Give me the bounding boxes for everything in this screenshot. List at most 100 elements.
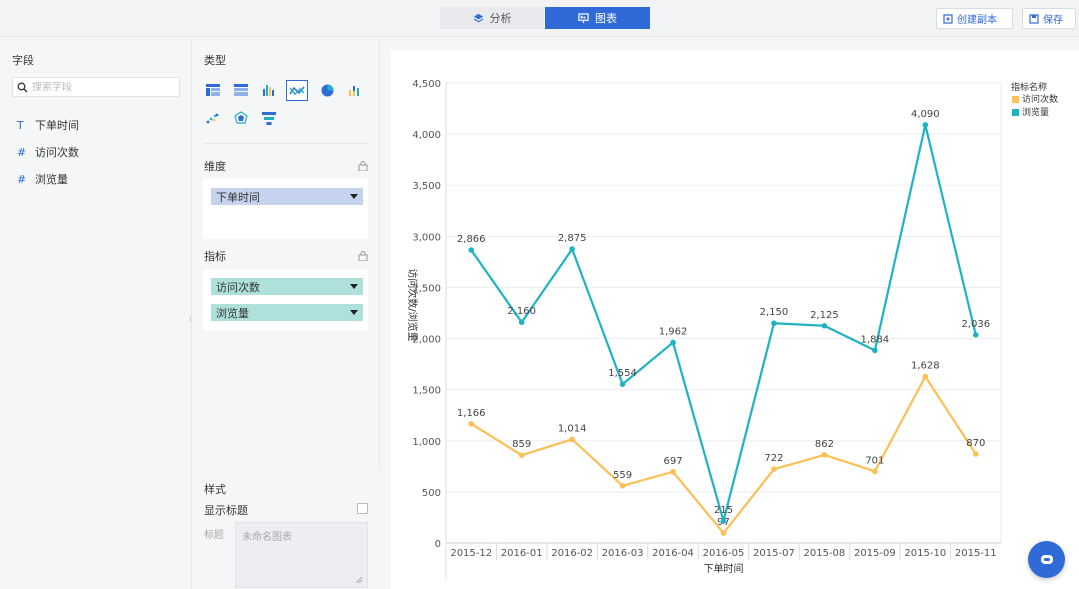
- y-tick-label: 2,500: [412, 283, 441, 294]
- data-label: 862: [815, 439, 834, 450]
- line-chart: 0 500 1,000 1,500 2,000 2,500 3,000 3,500 4,000 4…: [406, 79, 1058, 579]
- field-item-order-time[interactable]: T 下单时间: [17, 117, 79, 133]
- chart-type-scatter[interactable]: [204, 109, 222, 127]
- data-point: [468, 421, 475, 427]
- stacked-bar-icon: [349, 86, 359, 96]
- tab-analysis[interactable]: 分析: [440, 7, 544, 29]
- legend-label: 浏览量: [1022, 106, 1049, 118]
- data-point: [720, 518, 727, 524]
- data-point: [720, 530, 727, 536]
- data-point: [821, 452, 828, 458]
- field-label: 访问次数: [35, 146, 79, 159]
- chart-title-textarea[interactable]: 未命名图表: [235, 522, 368, 588]
- field-label: 浏览量: [35, 173, 68, 186]
- create-copy-button[interactable]: 创建副本: [936, 8, 1013, 29]
- chart-type-table[interactable]: [232, 81, 250, 99]
- scatter-chart-icon: [206, 113, 219, 124]
- y-tick-label: 1,500: [412, 386, 441, 397]
- legend-swatch: [1012, 96, 1019, 103]
- dimension-pill-label: 下单时间: [216, 190, 260, 204]
- legend-label: 访问次数: [1022, 93, 1058, 105]
- search-icon: [17, 82, 28, 92]
- save-icon: [1029, 13, 1039, 24]
- data-label: 1,884: [861, 334, 890, 345]
- bar-chart-icon: [263, 85, 274, 96]
- number-type-icon: #: [17, 172, 27, 186]
- data-label: 870: [966, 438, 985, 449]
- dimension-header: 维度: [204, 158, 368, 174]
- data-label: 1,014: [558, 423, 587, 434]
- x-tick-label: 2015-10: [904, 548, 946, 559]
- data-label: 697: [663, 456, 682, 467]
- data-label: 2,036: [961, 319, 990, 330]
- top-toolbar: 分析 图表 创建副本 保存: [0, 0, 1079, 37]
- tab-chart[interactable]: 图表: [545, 7, 650, 29]
- dashboard-icon: [578, 12, 589, 23]
- chevron-down-icon[interactable]: [350, 194, 358, 199]
- data-point: [821, 322, 828, 329]
- x-tick-label: 2016-01: [501, 548, 543, 559]
- y-tick-label: 0: [435, 539, 441, 550]
- data-point: [569, 246, 575, 252]
- lock-icon[interactable]: [358, 161, 368, 171]
- y-axis-title: 访问次数/浏览量: [406, 268, 419, 341]
- data-point: [922, 373, 929, 380]
- number-type-icon: #: [17, 145, 27, 159]
- layers-icon: [473, 13, 483, 22]
- pie-chart-icon: [321, 84, 333, 96]
- x-axis-title: 下单时间: [704, 562, 744, 575]
- measure-pill-pageviews[interactable]: 浏览量: [211, 304, 363, 321]
- field-item-pageviews[interactable]: # 浏览量: [17, 171, 68, 187]
- data-point: [771, 320, 777, 327]
- field-item-visits[interactable]: # 访问次数: [17, 144, 79, 160]
- chart-type-radar[interactable]: [232, 109, 250, 127]
- save-label: 保存: [1043, 15, 1063, 26]
- y-tick-label: 1,000: [412, 437, 441, 448]
- line-chart-icon: [289, 86, 305, 95]
- radar-chart-icon: [234, 111, 248, 124]
- fields-panel: [0, 38, 192, 589]
- data-point: [518, 452, 525, 458]
- field-search-box[interactable]: [12, 77, 180, 97]
- data-label: 1,166: [457, 408, 486, 419]
- data-point: [972, 332, 979, 338]
- panel-resize-grip[interactable]: ⁞: [189, 315, 192, 325]
- data-point: [518, 319, 525, 326]
- show-title-checkbox[interactable]: [357, 503, 368, 514]
- chart-type-stacked-bar[interactable]: [346, 81, 364, 99]
- chart-type-funnel[interactable]: [260, 109, 278, 127]
- chart-type-line[interactable]: [286, 80, 308, 101]
- data-point: [972, 451, 979, 457]
- x-tick-label: 2016-04: [652, 548, 694, 559]
- text-type-icon: T: [17, 118, 24, 132]
- resize-handle-icon[interactable]: [355, 576, 363, 584]
- chart-type-crosstable[interactable]: [204, 81, 222, 99]
- data-point: [872, 468, 878, 475]
- dimension-pill-order-time[interactable]: 下单时间: [211, 188, 363, 205]
- divider: [204, 143, 368, 144]
- lock-icon[interactable]: [358, 251, 368, 261]
- measure-drop-zone[interactable]: 访问次数 浏览量: [203, 270, 368, 330]
- dimension-drop-zone[interactable]: 下单时间: [203, 179, 368, 239]
- chart-card: 0 500 1,000 1,500 2,000 2,500 3,000 3,500 4,000 4…: [391, 50, 1079, 589]
- data-label: 1,962: [659, 326, 688, 337]
- dimension-title: 维度: [204, 160, 226, 173]
- data-point: [771, 466, 777, 472]
- chevron-down-icon[interactable]: [350, 310, 358, 315]
- data-point: [670, 468, 676, 475]
- chevron-down-icon[interactable]: [350, 284, 358, 289]
- chat-support-button[interactable]: [1028, 541, 1065, 578]
- x-tick-label: 2015-08: [804, 548, 846, 559]
- chart-type-bar[interactable]: [260, 81, 278, 99]
- data-point: [670, 339, 676, 346]
- y-tick-label: 3,500: [412, 181, 441, 192]
- data-point: [922, 122, 929, 128]
- chart-type-pie[interactable]: [318, 81, 336, 99]
- measure-pill-visits[interactable]: 访问次数: [211, 278, 363, 295]
- title-field-label: 标题: [204, 530, 224, 541]
- tab-analysis-label: 分析: [489, 12, 512, 25]
- funnel-chart-icon: [262, 111, 276, 125]
- data-label: 559: [613, 470, 632, 481]
- save-button[interactable]: 保存: [1022, 8, 1076, 29]
- field-search-input[interactable]: [32, 81, 172, 93]
